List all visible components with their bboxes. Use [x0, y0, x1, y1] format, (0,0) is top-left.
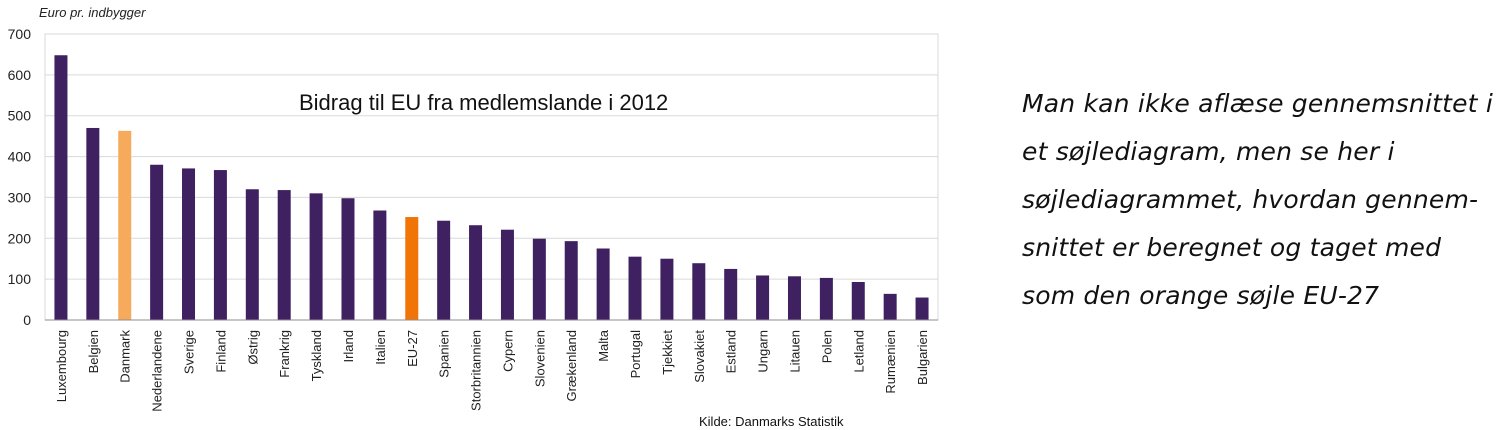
note-line: som den orange søjle EU-27	[1022, 281, 1380, 310]
category-label: Estland	[724, 330, 739, 373]
category-label: Irland	[341, 330, 356, 363]
category-label: Slovenien	[532, 330, 547, 387]
bar-luxembourg	[54, 55, 68, 320]
category-label: Frankrig	[277, 330, 292, 378]
y-tick-label: 0	[23, 312, 31, 328]
category-label: Storbritannien	[469, 330, 484, 411]
note-line: Man kan ikke aflæse gennemsnittet i	[1022, 89, 1493, 118]
y-tick-label: 400	[8, 149, 32, 165]
chart-title: Bidrag til EU fra medlemslande i 2012	[299, 90, 668, 115]
category-label: EU-27	[405, 330, 420, 367]
category-label: Nederlandene	[150, 330, 165, 412]
bar-letland	[851, 282, 865, 320]
category-label: Portugal	[628, 330, 643, 379]
bar-storbritannien	[469, 225, 483, 320]
category-label: Belgien	[86, 330, 101, 373]
category-label: Spanien	[437, 330, 452, 378]
bar-sverige	[182, 168, 196, 320]
note-line: snittet er beregnet og taget med	[1022, 233, 1442, 262]
category-label: Østrig	[245, 330, 260, 365]
y-tick-label: 200	[8, 230, 32, 246]
bar-estland	[724, 268, 738, 320]
bar-ungarn	[756, 275, 770, 320]
category-label: Letland	[851, 330, 866, 373]
bar-danmark	[118, 130, 132, 320]
y-tick-label: 500	[8, 108, 32, 124]
bar-chart: 0 100 200 300 400 500 600 700 Luxembourg Belgien…	[8, 5, 939, 429]
category-label: Ungarn	[756, 330, 771, 373]
category-label: Malta	[596, 329, 611, 362]
plot-area	[44, 33, 939, 321]
bar-tjekkiet	[660, 258, 674, 320]
bar-grækenland	[564, 241, 578, 320]
category-label: Luxembourg	[54, 330, 69, 402]
y-tick-label: 700	[8, 26, 32, 42]
bar-nederlandene	[150, 164, 164, 320]
y-tick-label: 300	[8, 189, 32, 205]
source-note: Kilde: Danmarks Statistik	[699, 414, 844, 429]
explanation-note: Man kan ikke aflæse gennemsnittet i et s…	[1022, 80, 1493, 320]
bar-irland	[341, 198, 355, 320]
bar-frankrig	[277, 190, 291, 320]
category-label: Tyskland	[309, 330, 324, 381]
category-label: Slovakiet	[692, 330, 707, 383]
category-label: Italien	[373, 330, 388, 365]
category-label: Rumænien	[883, 330, 898, 394]
bar-malta	[596, 248, 610, 320]
category-label: Sverige	[182, 330, 197, 374]
note-line: søjlediagrammet, hvordan gennem-	[1022, 185, 1479, 214]
category-label: Bulgarien	[915, 330, 930, 385]
bar-finland	[213, 170, 227, 320]
bar-østrig	[245, 189, 259, 320]
bar-polen	[819, 277, 833, 320]
category-label: Polen	[819, 330, 834, 363]
bars	[54, 55, 929, 320]
bar-eu-27	[405, 217, 419, 320]
note-line: et søjlediagram, men se her i	[1022, 137, 1395, 166]
bar-bulgarien	[915, 297, 929, 320]
bar-portugal	[628, 256, 642, 320]
bar-slovakiet	[692, 263, 706, 320]
category-label: Danmark	[118, 330, 133, 383]
category-label: Grækenland	[564, 330, 579, 402]
category-label: Tjekkiet	[660, 330, 675, 375]
bar-cypern	[500, 229, 514, 320]
category-label: Litauen	[787, 330, 802, 373]
category-label: Cypern	[500, 330, 515, 372]
bar-belgien	[86, 127, 100, 320]
bar-rumænien	[883, 293, 897, 320]
bar-tyskland	[309, 193, 323, 320]
bar-chart-svg: 0 100 200 300 400 500 600 700 Luxembourg Belgien…	[8, 5, 939, 429]
bar-spanien	[437, 220, 451, 320]
bar-italien	[373, 210, 387, 320]
category-label: Finland	[213, 330, 228, 373]
bar-slovenien	[532, 238, 546, 320]
bar-litauen	[787, 276, 801, 320]
y-axis-ticks: 0 100 200 300 400 500 600 700	[8, 26, 32, 328]
category-labels: Luxembourg Belgien Danmark Nederlandene Sver…	[54, 329, 930, 411]
y-axis-label: Euro pr. indbygger	[39, 5, 146, 20]
y-tick-label: 600	[8, 67, 32, 83]
y-tick-label: 100	[8, 271, 32, 287]
